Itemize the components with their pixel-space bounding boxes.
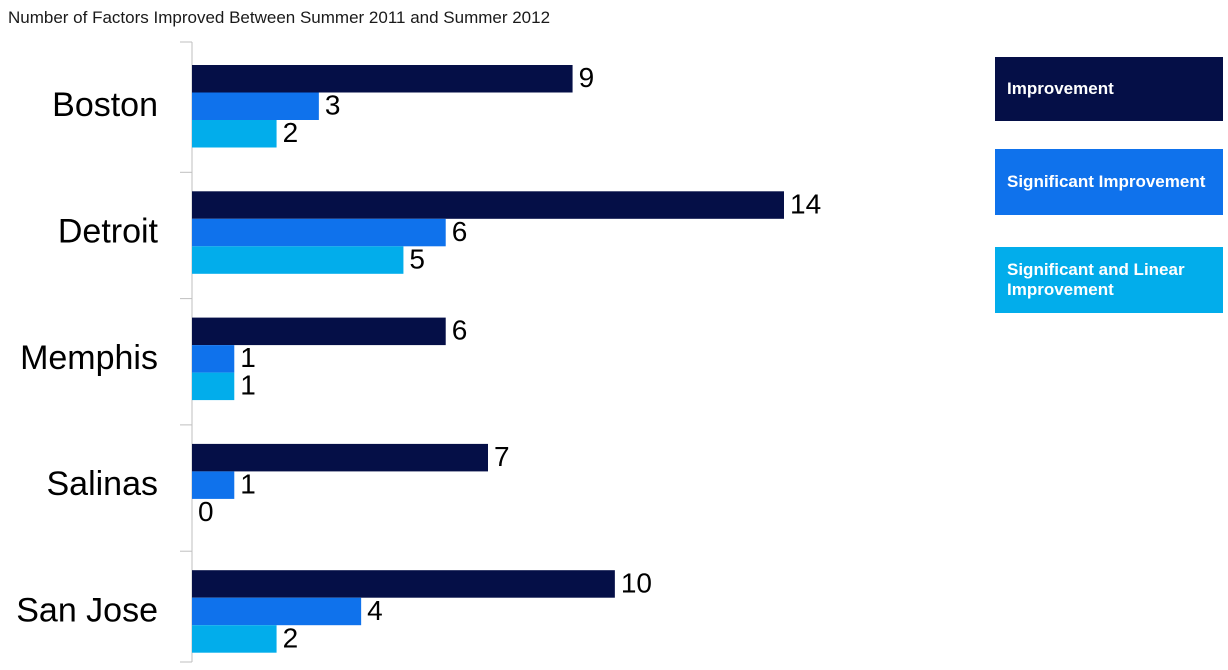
- value-label-salinas-significant-improvement: 1: [240, 469, 256, 500]
- legend-item-significant-linear-improvement: Significant and Linear Improvement: [995, 247, 1223, 313]
- legend-item-improvement: Improvement: [995, 57, 1223, 121]
- value-label-salinas-improvement: 7: [494, 441, 510, 472]
- bar-memphis-improvement: [192, 317, 446, 346]
- chart-title: Number of Factors Improved Between Summe…: [8, 8, 551, 27]
- category-label-memphis: Memphis: [20, 339, 158, 377]
- value-label-san-jose-significant-and-linear-improvement: 2: [283, 622, 299, 653]
- bar-boston-significant-and-linear-improvement: [192, 120, 277, 148]
- category-label-salinas: Salinas: [46, 465, 158, 503]
- category-labels: Boston Detroit Memphis Salinas San Jose: [16, 86, 158, 629]
- value-label-boston-significant-improvement: 3: [325, 90, 341, 121]
- value-label-boston-improvement: 9: [579, 62, 595, 93]
- bar-boston-improvement: [192, 65, 573, 93]
- value-label-memphis-significant-improvement: 1: [240, 342, 256, 373]
- legend-item-significant-improvement: Significant Improvement: [995, 149, 1223, 215]
- value-label-detroit-improvement: 14: [790, 188, 821, 219]
- bars: [192, 65, 784, 653]
- category-label-san-jose: San Jose: [16, 591, 158, 629]
- value-label-detroit-significant-and-linear-improvement: 5: [409, 243, 425, 274]
- bar-salinas-significant-improvement: [192, 471, 235, 499]
- value-label-salinas-significant-and-linear-improvement: 0: [198, 496, 214, 527]
- bar-memphis-significant-and-linear-improvement: [192, 372, 235, 401]
- bar-boston-significant-improvement: [192, 92, 319, 120]
- value-label-detroit-significant-improvement: 6: [452, 216, 468, 247]
- value-label-san-jose-significant-improvement: 4: [367, 595, 383, 626]
- bar-detroit-significant-and-linear-improvement: [192, 246, 404, 274]
- bar-san-jose-significant-and-linear-improvement: [192, 625, 277, 653]
- value-label-san-jose-improvement: 10: [621, 567, 652, 598]
- bar-san-jose-significant-improvement: [192, 597, 362, 626]
- value-label-memphis-improvement: 6: [452, 315, 468, 346]
- category-label-detroit: Detroit: [58, 213, 159, 251]
- category-label-boston: Boston: [52, 86, 158, 124]
- value-label-boston-significant-and-linear-improvement: 2: [283, 117, 299, 148]
- bar-memphis-significant-improvement: [192, 345, 235, 373]
- value-label-memphis-significant-and-linear-improvement: 1: [240, 370, 256, 401]
- bar-salinas-improvement: [192, 443, 488, 472]
- bar-san-jose-improvement: [192, 570, 615, 598]
- bar-detroit-improvement: [192, 191, 784, 219]
- bar-detroit-significant-improvement: [192, 218, 446, 247]
- y-axis: [180, 41, 193, 663]
